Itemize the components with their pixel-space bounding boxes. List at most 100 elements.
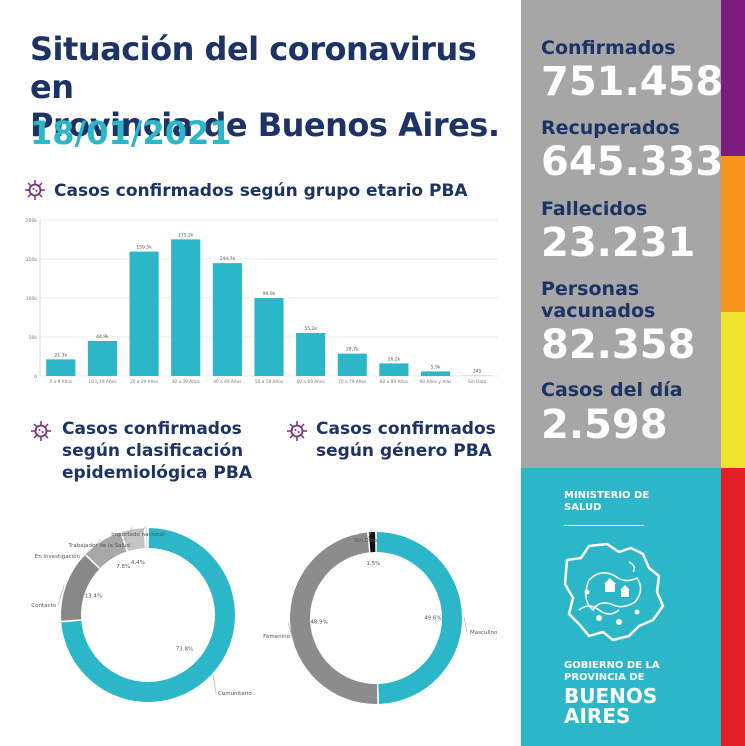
gender-donut-chart: 49.6% Masculino 48.9% Femenino 1.5% Sin Dato [263,529,498,704]
bar [46,359,76,376]
bar-data-label: 175,2k [178,232,194,238]
x-tick-label: Sin Dato [468,379,487,385]
government-label: GOBIERNO DE LA PROVINCIA DE [564,660,660,684]
stat-label-confirmados: Confirmados [541,37,676,59]
slice-category-label: Contacto [31,603,56,609]
section-epi-line-2: según clasificación [62,441,244,461]
epi-donut-chart: 73.8% Comunitario 13.4% Contacto 7.8% En Inve… [31,525,252,702]
y-tick-label: 200k [26,218,38,224]
slice-category-label: Masculino [470,630,498,636]
leader-line [287,623,293,637]
x-tick-label: 70 a 79 Años [338,379,367,385]
bar-data-label: 5,9k [431,364,441,370]
slice-percent-label: 7.8% [116,564,130,570]
slice-category-label: Sin Dato [354,538,378,544]
x-tick-label: 40 a 49 Años [213,379,242,385]
page-title: Situación del coronavirus en Provincia d… [30,30,510,144]
leader-line [137,525,147,536]
gov-line-4: AIRES [564,704,631,728]
section-epi-line-3: epidemiológica PBA [62,463,252,483]
bar [171,239,201,376]
divider [564,525,644,526]
y-tick-label: 50k [29,335,38,341]
section-title-gender: Casos confirmados según género PBA [316,418,496,462]
gov-line-1: GOBIERNO DE LA [564,660,660,671]
buenos-aires-wordmark: BUENOS AIRES [564,686,657,726]
x-tick-label: 20 a 29 Años [130,379,159,385]
slice-percent-label: 73.8% [176,646,193,652]
leader-line [212,675,217,694]
x-tick-label: 0 a 9 Años [49,379,72,385]
stat-label-recuperados: Recuperados [541,117,680,139]
ministry-line-1: MINISTERIO DE [564,490,650,501]
government-logo-panel: MINISTERIO DE SALUD GOBIERNO DE LA PROVI… [521,468,721,746]
bar [87,340,118,376]
y-tick-label: 100k [26,296,38,302]
x-tick-label: 50 a 59 Años [255,379,284,385]
leader-line [463,616,468,633]
slice-percent-label: 49.6% [424,615,441,621]
gov-line-3: BUENOS [564,684,658,708]
bar-data-label: 144,7k [220,256,236,262]
stat-label-fallecidos: Fallecidos [541,198,648,220]
title-line-1: Situación del coronavirus en [30,30,477,106]
bar [212,263,242,376]
bar-data-label: 21,3k [54,352,67,358]
ministry-line-2: SALUD [564,502,602,513]
donut-slice [368,532,376,553]
donut-slice [376,532,463,704]
bar [379,363,409,376]
stripe-yellow [721,312,745,468]
leader-line [119,527,133,546]
bar-data-label: 159,5k [136,245,152,251]
y-tick-label: 150k [26,257,38,263]
donut-slice [145,528,148,549]
stripe-purple [721,0,745,156]
slice-category-label: En Investigación [35,553,81,560]
section-gender-line-2: según género PBA [316,441,492,461]
slice-percent-label: 1.5% [366,561,380,567]
title-line-2: Provincia de Buenos Aires. [30,106,500,144]
bar [296,332,326,376]
bar [337,353,367,376]
donut-slice [61,555,100,621]
y-tick-label: 0 [34,374,37,380]
bar [254,298,284,376]
slice-category-label: Comunitario [218,691,252,697]
bar-data-label: 345 [473,369,482,375]
report-date: 18/01/2021 [30,114,232,152]
bar-data-label: 28,7k [346,347,359,353]
leader-line [81,539,102,561]
donut-slice [85,532,127,569]
section-epi-line-1: Casos confirmados [62,419,242,439]
stripe-orange [721,156,745,312]
stat-value-confirmados: 751.458 [541,59,724,105]
donut-slice [290,532,378,704]
section-gender-line-1: Casos confirmados [316,419,496,439]
section-title-epi: Casos confirmados según clasificación ep… [62,418,252,484]
virus-icon [31,421,51,441]
stat-label-vacunados-1: Personas [541,278,640,300]
x-tick-label: 90 Años y más [420,378,452,385]
bar-data-label: 99,9k [263,291,276,297]
leader-line [57,584,65,606]
slice-category-label: Femenino [263,634,290,640]
stat-value-casos-dia: 2.598 [541,402,668,448]
slice-category-label: Importado nacional [111,532,165,538]
virus-icon [25,180,45,200]
section-title-age: Casos confirmados según grupo etario PBA [54,181,468,201]
leader-line [365,529,373,543]
slice-category-label: Trabajador de la Salud [68,543,130,549]
slice-percent-label: 4.4% [131,560,145,566]
stat-value-vacunados: 82.358 [541,322,696,368]
stat-value-fallecidos: 23.231 [541,220,696,266]
stat-value-recuperados: 645.333 [541,139,724,185]
virus-icon [287,421,307,441]
slice-percent-label: 48.9% [310,619,327,625]
ministry-label: MINISTERIO DE SALUD [564,490,649,514]
bar [129,251,159,376]
gov-line-2: PROVINCIA DE [564,672,645,683]
stripe-red [721,468,745,746]
bar-data-label: 16,2k [388,356,401,362]
x-tick-label: 10 a 19 Años [88,379,117,385]
